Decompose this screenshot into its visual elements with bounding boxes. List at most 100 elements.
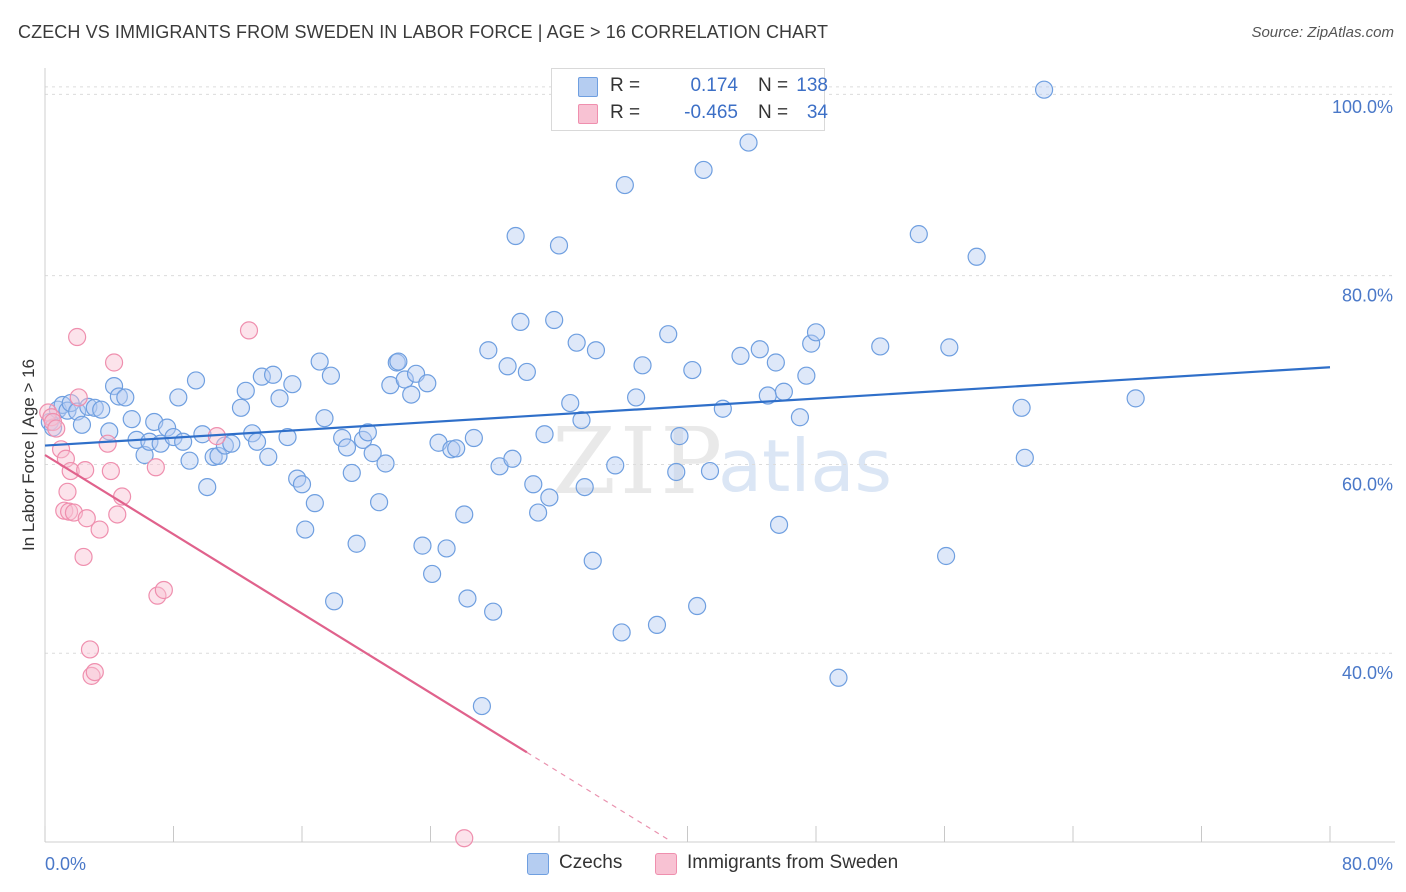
sweden-point: [80, 640, 100, 659]
czech-point: [292, 475, 312, 494]
sweden-point: [85, 662, 104, 682]
czech-point: [321, 366, 341, 385]
czech-point: [157, 418, 177, 437]
czech-point: [305, 494, 324, 513]
czech-point: [376, 454, 395, 473]
czech-point: [1015, 448, 1034, 467]
sweden-point: [101, 461, 120, 481]
sweden-points: [39, 321, 474, 848]
czech-point: [180, 451, 199, 470]
czech-point: [529, 503, 548, 522]
watermark-zip: ZIP: [552, 408, 726, 515]
x-tick-label: 80.0%: [1342, 854, 1393, 874]
czech-point: [198, 477, 217, 497]
czech-point: [586, 341, 606, 360]
x-tick-label: 0.0%: [45, 854, 86, 874]
czech-point: [263, 365, 283, 384]
czech-point: [802, 334, 821, 353]
czech-point: [169, 388, 188, 407]
czech-point: [498, 357, 517, 376]
czech-point: [472, 696, 491, 716]
watermark: ZIP atlas: [552, 408, 892, 515]
legend-r-label: R =: [610, 75, 641, 96]
czech-point: [700, 461, 720, 481]
legend-n-label: N =: [758, 75, 789, 96]
czech-point: [606, 456, 625, 475]
sweden-point: [154, 580, 173, 600]
sweden-point: [98, 434, 117, 453]
czech-point: [739, 133, 758, 152]
czech-point: [283, 375, 302, 394]
czech-point: [231, 398, 251, 417]
czech-point: [479, 341, 498, 360]
legend-swatch-czechs: [578, 77, 598, 97]
czech-point: [774, 382, 793, 401]
czech-point: [418, 374, 437, 393]
czech-point: [122, 410, 141, 429]
czech-point: [315, 409, 334, 428]
czech-point: [85, 398, 104, 417]
czech-point: [524, 475, 543, 494]
czech-point: [259, 447, 278, 466]
czech-point: [447, 439, 466, 458]
czech-point: [506, 226, 525, 246]
sweden-point: [108, 505, 127, 524]
czech-point: [458, 589, 477, 608]
legend-n-value: 34: [806, 102, 828, 123]
czech-point: [389, 352, 408, 371]
czech-point: [829, 668, 848, 687]
czech-point: [612, 623, 631, 642]
czech-point: [72, 415, 92, 434]
sweden-point: [455, 829, 474, 848]
czech-point: [575, 477, 594, 497]
czech-point: [437, 539, 456, 558]
sweden-trend-extension: [526, 751, 672, 843]
sweden-point: [90, 520, 109, 539]
sweden-point: [58, 482, 77, 501]
czech-point: [116, 388, 135, 407]
czech-point: [464, 428, 483, 448]
sweden-point: [69, 388, 88, 407]
bottom-legend-label-czechs: Czechs: [559, 852, 623, 873]
bottom-legend-swatch-sweden: [655, 853, 677, 875]
watermark-atlas: atlas: [718, 424, 892, 508]
czech-point: [236, 381, 255, 400]
czech-point: [270, 389, 289, 408]
sweden-trend-line: [44, 454, 528, 754]
czech-point: [750, 340, 769, 359]
legend-r-value: -0.465: [684, 102, 738, 123]
czech-point: [1034, 80, 1054, 99]
legend-r-value: 0.174: [690, 75, 738, 96]
czech-point: [186, 371, 206, 390]
legend-swatch-sweden: [578, 104, 598, 124]
czech-point: [337, 438, 357, 457]
y-tick-label: 80.0%: [1342, 286, 1393, 306]
czech-point: [670, 427, 689, 446]
czech-point: [535, 425, 554, 444]
czech-point: [647, 615, 667, 635]
czech-point: [937, 546, 956, 566]
czech-point: [395, 370, 414, 389]
czech-point: [806, 323, 826, 342]
sweden-point: [146, 458, 165, 477]
czech-point: [561, 393, 580, 413]
czech-point: [1126, 389, 1145, 408]
legend-r-label: R =: [610, 102, 641, 123]
sweden-point: [77, 509, 96, 528]
czech-point: [193, 425, 212, 444]
y-tick-label: 40.0%: [1342, 663, 1393, 683]
czech-point: [633, 356, 652, 375]
legend-n-value: 138: [796, 75, 828, 96]
czech-point: [683, 360, 702, 380]
sweden-point: [74, 547, 93, 567]
czech-point: [333, 428, 352, 448]
czech-point: [626, 388, 646, 407]
correlation-legend: R = 0.174 N = 138 R = -0.465 N = 34: [551, 68, 828, 131]
czech-point: [769, 515, 789, 534]
czech-point: [615, 175, 634, 195]
czech-point: [484, 602, 503, 621]
czech-point: [797, 366, 816, 385]
bottom-legend-label-sweden: Immigrants from Sweden: [687, 852, 899, 873]
czech-point: [325, 592, 344, 611]
sweden-point: [104, 353, 124, 372]
